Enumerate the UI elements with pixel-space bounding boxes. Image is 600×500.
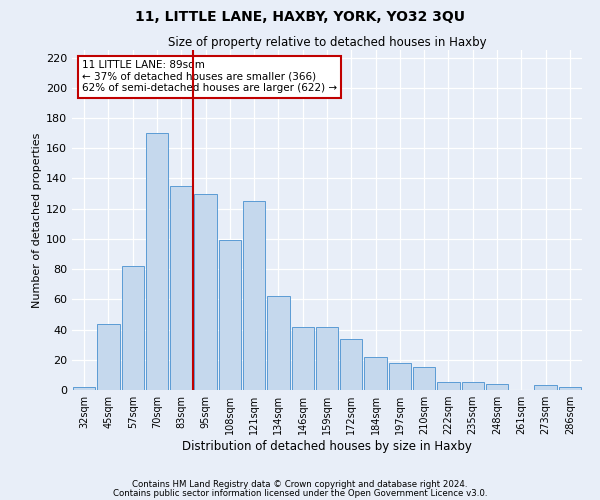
Bar <box>97 324 119 390</box>
Title: Size of property relative to detached houses in Haxby: Size of property relative to detached ho… <box>167 36 487 49</box>
Bar <box>389 363 411 390</box>
Bar <box>194 194 217 390</box>
Bar <box>218 240 241 390</box>
Text: Contains public sector information licensed under the Open Government Licence v3: Contains public sector information licen… <box>113 488 487 498</box>
Bar <box>73 387 95 390</box>
Bar <box>486 384 508 390</box>
Bar <box>122 266 144 390</box>
X-axis label: Distribution of detached houses by size in Haxby: Distribution of detached houses by size … <box>182 440 472 453</box>
Text: 11 LITTLE LANE: 89sqm
← 37% of detached houses are smaller (366)
62% of semi-det: 11 LITTLE LANE: 89sqm ← 37% of detached … <box>82 60 337 94</box>
Bar <box>535 386 557 390</box>
Bar <box>243 201 265 390</box>
Bar <box>292 326 314 390</box>
Y-axis label: Number of detached properties: Number of detached properties <box>32 132 42 308</box>
Bar <box>340 338 362 390</box>
Bar <box>461 382 484 390</box>
Text: Contains HM Land Registry data © Crown copyright and database right 2024.: Contains HM Land Registry data © Crown c… <box>132 480 468 489</box>
Text: 11, LITTLE LANE, HAXBY, YORK, YO32 3QU: 11, LITTLE LANE, HAXBY, YORK, YO32 3QU <box>135 10 465 24</box>
Bar <box>267 296 290 390</box>
Bar <box>170 186 193 390</box>
Bar <box>364 357 387 390</box>
Bar <box>437 382 460 390</box>
Bar <box>559 387 581 390</box>
Bar <box>316 326 338 390</box>
Bar <box>413 368 436 390</box>
Bar <box>146 133 168 390</box>
